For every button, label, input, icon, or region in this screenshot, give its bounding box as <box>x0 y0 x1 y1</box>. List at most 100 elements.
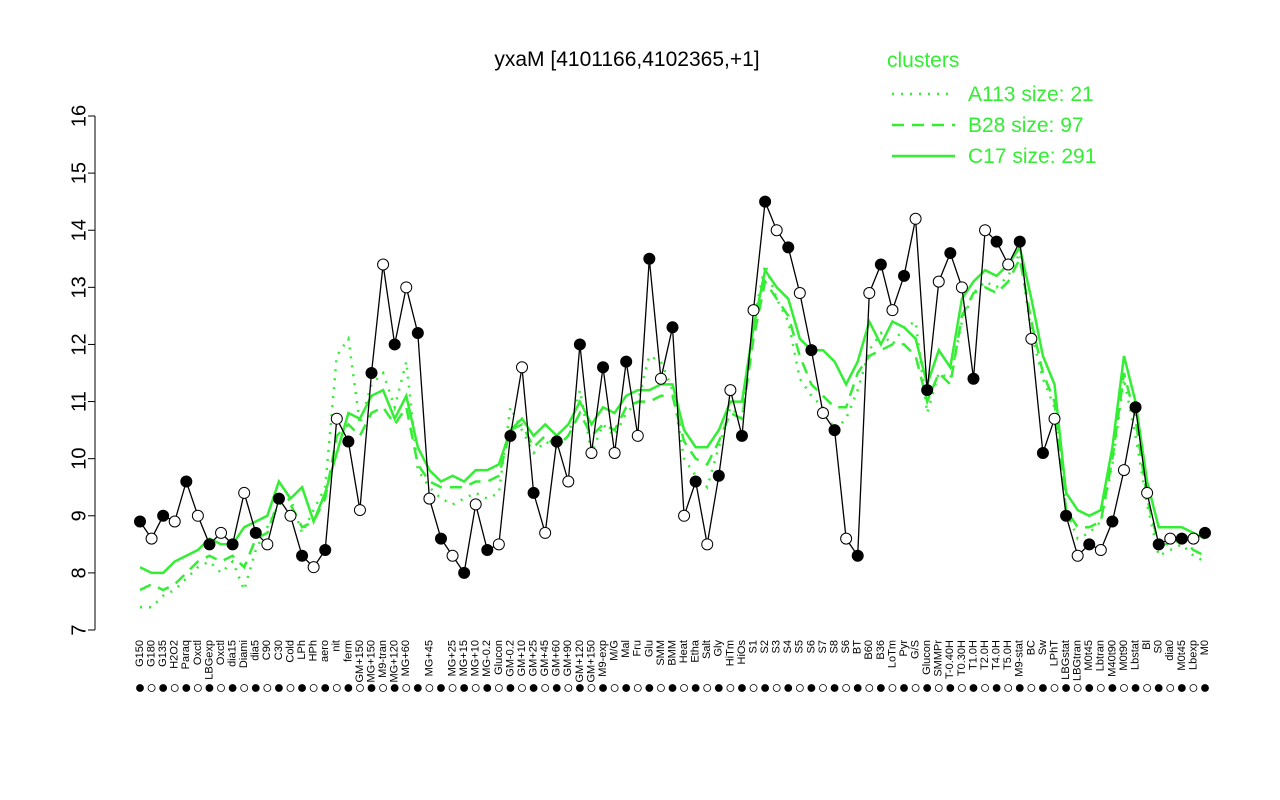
x-tick-label: LPhT <box>1048 640 1060 667</box>
rug-dot <box>448 684 457 692</box>
data-point <box>1036 446 1049 459</box>
data-point <box>585 446 598 459</box>
x-tick-label: Glucon <box>921 640 933 675</box>
x-tick-label: dia0 <box>1164 640 1176 661</box>
rug-dot <box>286 684 295 692</box>
data-point <box>979 224 992 237</box>
data-point <box>215 526 228 539</box>
data-point <box>735 429 748 442</box>
rug-dot <box>506 684 515 692</box>
data-point <box>932 275 945 288</box>
rug-dot <box>819 684 827 692</box>
rug-dot <box>460 684 469 692</box>
rug-dot <box>494 684 503 692</box>
rug-dot <box>575 684 584 692</box>
rug-dot <box>217 684 225 692</box>
data-point <box>828 424 841 437</box>
rug-dot <box>529 684 538 692</box>
data-point <box>1071 549 1084 562</box>
rug-dot <box>865 684 874 692</box>
rug-dot <box>1201 684 1209 692</box>
y-tick-label: 16 <box>68 105 90 127</box>
rug-dot <box>691 684 700 692</box>
rug-dot <box>344 684 353 692</box>
rug-dot <box>1154 684 1163 692</box>
data-point <box>793 287 806 300</box>
data-point <box>365 367 378 379</box>
data-point <box>400 281 413 294</box>
rug-dot <box>830 684 839 692</box>
x-tick-label: Etha <box>690 639 702 663</box>
y-tick-label: 9 <box>68 510 90 521</box>
rug-dot <box>772 684 781 692</box>
x-tick-label: Glucon <box>493 640 505 675</box>
rug-dot <box>958 684 966 692</box>
data-point <box>504 429 517 442</box>
rug-dot <box>298 684 306 692</box>
data-point <box>319 544 332 557</box>
rug-dot <box>390 684 399 692</box>
x-tick-label: Mal <box>620 640 632 658</box>
data-point <box>909 212 922 225</box>
x-tick-label: Heat <box>678 640 690 663</box>
x-tick-label: MG+120 <box>389 640 401 683</box>
y-tick-label: 11 <box>68 391 90 412</box>
data-point <box>411 327 424 340</box>
data-point <box>631 429 644 442</box>
data-point <box>643 252 656 265</box>
rug-dot <box>911 684 920 692</box>
rug-dot <box>309 684 318 692</box>
rug-dot <box>332 684 341 692</box>
x-tick-label: G150 <box>134 640 146 667</box>
data-point <box>1152 538 1165 551</box>
x-tick-label: Fru <box>632 640 644 657</box>
x-tick-label: LBGexp <box>203 640 215 680</box>
y-tick-label: 10 <box>68 448 90 470</box>
x-tick-label: MG+25 <box>446 640 458 676</box>
rug-dot <box>1085 684 1094 692</box>
rug-dot <box>170 684 179 692</box>
legend: clusters A113 size: 21 B28 size: 97 C17 si… <box>887 49 1096 168</box>
x-tick-label: Salt <box>701 640 713 659</box>
x-tick-label: MG+60 <box>400 640 412 676</box>
rug-dot <box>680 684 688 692</box>
rug-dot <box>1177 684 1186 692</box>
x-tick-label: Cold <box>284 640 296 663</box>
x-tick-label: C90 <box>261 640 273 660</box>
data-point <box>134 515 146 528</box>
x-tick-label: T4.0H <box>991 640 1003 670</box>
x-tick-label: S7 <box>817 640 829 653</box>
x-tick-label: MG-0.2 <box>481 640 493 677</box>
rug-dot <box>1096 684 1105 692</box>
rug-dot <box>1131 684 1140 692</box>
chart-title: yxaM [4101166,4102365,+1] <box>494 48 759 71</box>
rug-dot <box>1050 684 1059 692</box>
x-tick-label: S1 <box>747 640 759 653</box>
x-tick-label: Sw <box>1037 640 1049 655</box>
data-point <box>712 469 725 482</box>
data-point <box>840 532 853 545</box>
x-tick-label: T1.0H <box>967 640 979 670</box>
x-tick-label: Oxctl <box>215 640 227 665</box>
data-point <box>1141 486 1154 499</box>
rug-dot <box>946 684 955 692</box>
data-point <box>863 287 876 300</box>
rug-dot <box>147 684 156 692</box>
rug-dot <box>876 684 885 692</box>
rug-dot <box>1027 684 1036 692</box>
rug-dot <box>587 684 596 692</box>
data-point <box>157 509 170 522</box>
x-tick-label: M9-tran <box>377 640 389 678</box>
x-tick-label: G135 <box>157 640 169 667</box>
data-point <box>967 372 980 385</box>
data-point <box>678 509 691 522</box>
x-tick-label: C30 <box>273 640 285 660</box>
data-point <box>770 224 783 237</box>
rug-dot <box>633 684 642 692</box>
x-tick-label: G/S <box>910 640 922 659</box>
data-point <box>330 412 343 425</box>
x-tick-label: Pyr <box>898 640 910 657</box>
x-tick-label: GM+150 <box>354 640 366 683</box>
legend-title: clusters <box>887 49 959 72</box>
rug-dot <box>159 684 168 692</box>
